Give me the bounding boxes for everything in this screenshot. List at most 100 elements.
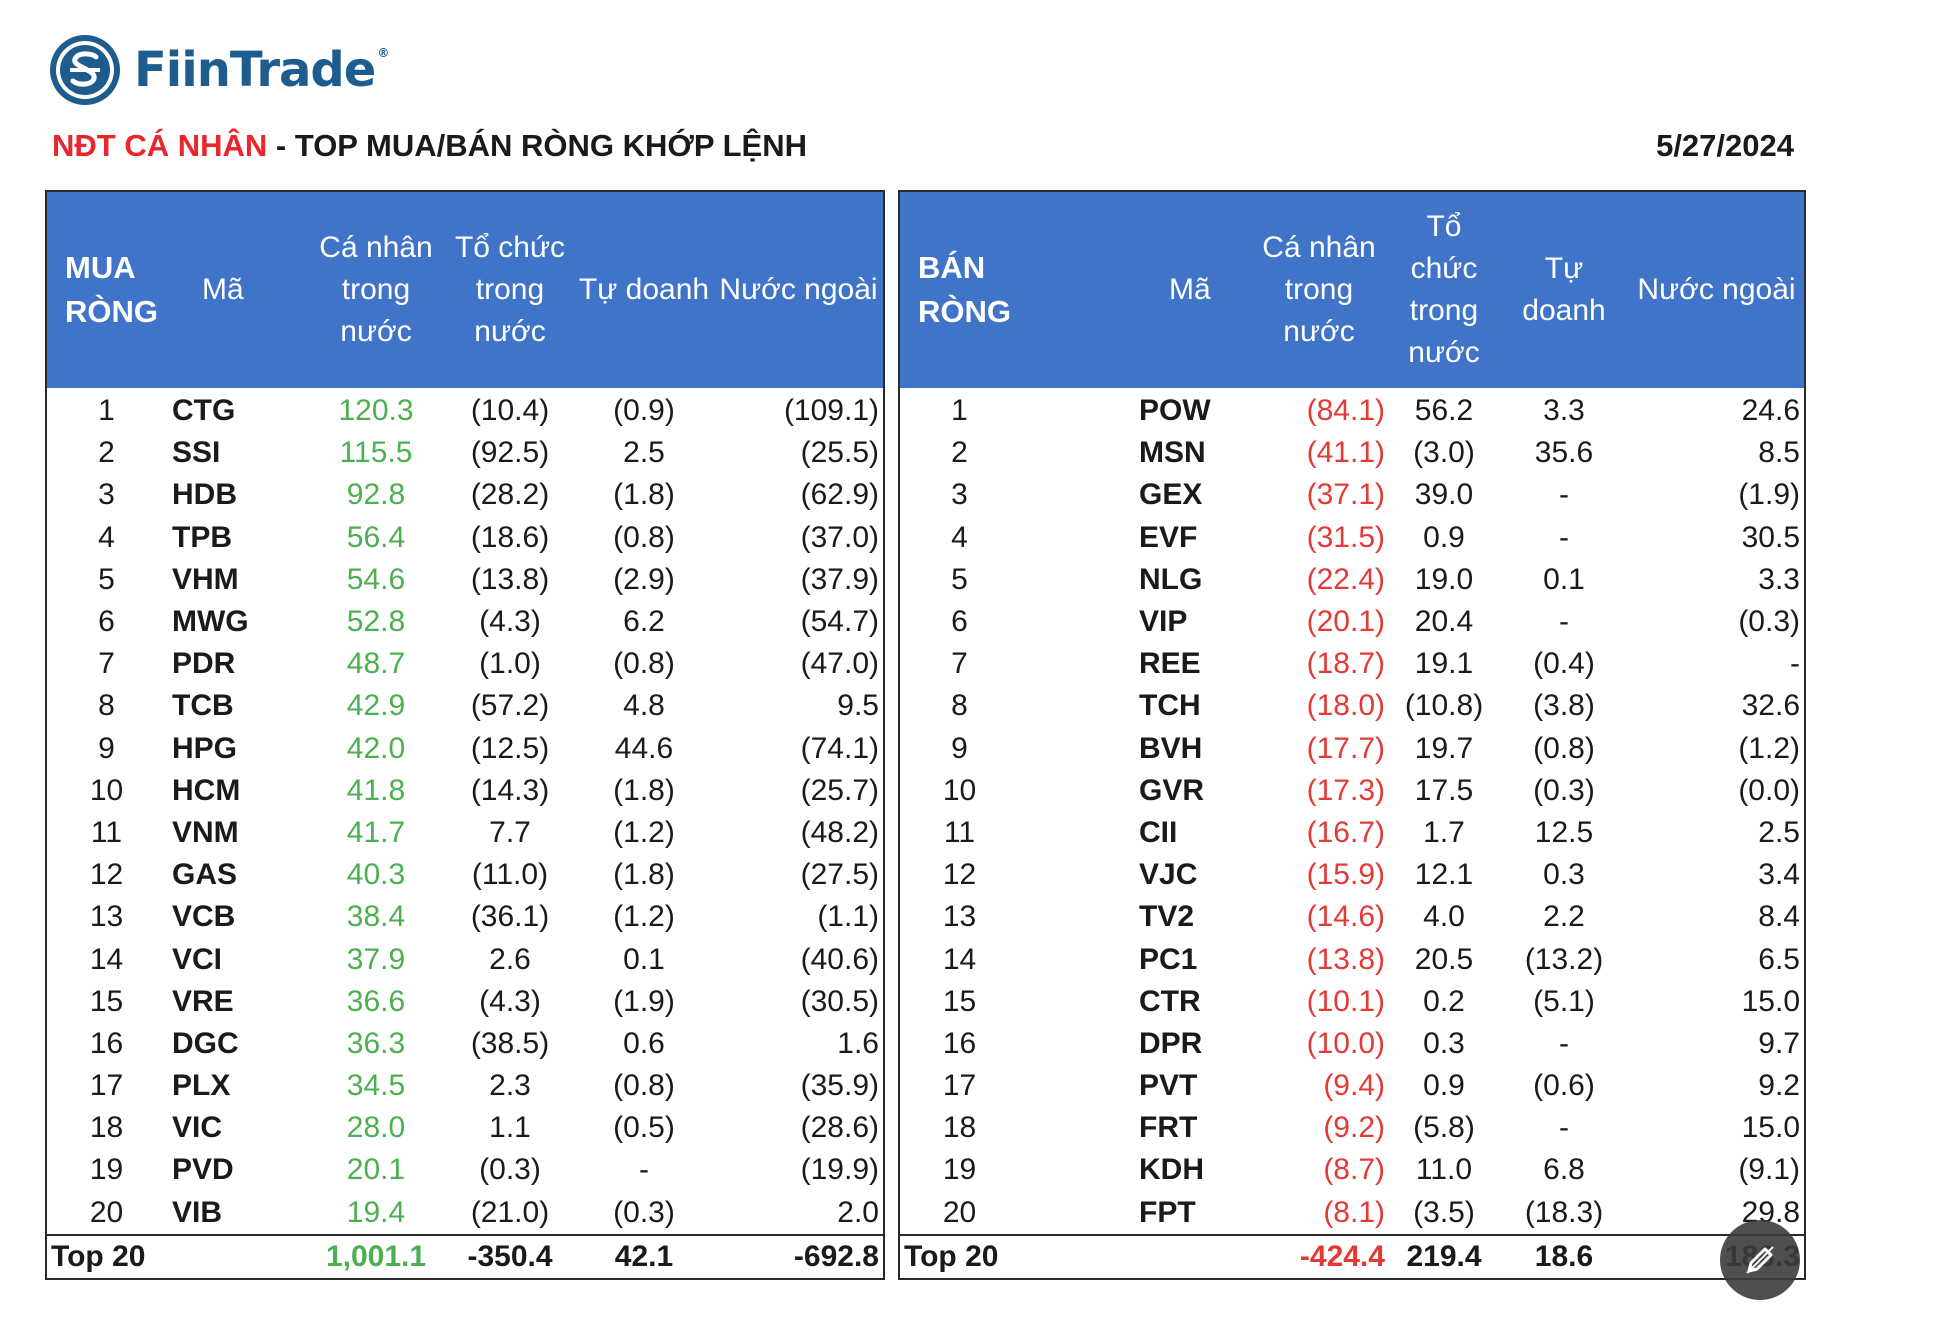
individual-cell: 40.3	[346, 858, 406, 892]
foreign-cell: 24.6	[1741, 394, 1800, 428]
institution-cell: 17.5	[1414, 773, 1474, 807]
code-cell: GAS	[172, 858, 238, 892]
individual-cell: (9.4)	[1323, 1069, 1385, 1103]
foreign-cell: (74.1)	[800, 731, 879, 765]
code-cell: FRT	[1139, 1111, 1198, 1145]
institution-cell: (0.3)	[479, 1153, 541, 1187]
proprietary-cell: -	[639, 1153, 649, 1187]
sell-table-row: 15 CTR (10.1) 0.2 (5.1) 15.0	[899, 981, 1805, 1023]
total-individual: 1,001.1	[306, 1233, 446, 1279]
total-institution: -350.4	[446, 1233, 574, 1279]
code-cell: EVF	[1139, 520, 1198, 554]
total-foreign: -692.8	[714, 1233, 884, 1279]
proprietary-cell: (0.3)	[613, 1195, 675, 1229]
foreign-cell: 3.3	[1758, 562, 1800, 596]
proprietary-cell: -	[1559, 478, 1569, 512]
sell-table-row: 3 GEX (37.1) 39.0 - (1.9)	[899, 474, 1805, 516]
foreign-cell: 8.5	[1758, 436, 1800, 470]
rank-cell: 10	[89, 773, 124, 807]
proprietary-cell: 2.2	[1543, 900, 1585, 934]
sell-col-proprietary: Tự doanh	[1499, 191, 1629, 388]
proprietary-cell: 0.3	[1543, 858, 1585, 892]
fiintrade-logo-icon	[50, 35, 120, 105]
individual-cell: (8.7)	[1323, 1153, 1385, 1187]
rank-cell: 9	[951, 731, 968, 765]
sell-table-row: 5 NLG (22.4) 19.0 0.1 3.3	[899, 559, 1805, 601]
proprietary-cell: 6.8	[1543, 1153, 1585, 1187]
foreign-cell: (25.7)	[800, 773, 879, 807]
proprietary-cell: (0.3)	[1533, 773, 1595, 807]
individual-cell: (20.1)	[1306, 605, 1385, 639]
rank-cell: 12	[942, 858, 977, 892]
buy-table-row: 17 PLX 34.5 2.3 (0.8) (35.9)	[46, 1065, 884, 1107]
institution-cell: (4.3)	[479, 605, 541, 639]
code-cell: VIP	[1139, 605, 1188, 639]
individual-cell: (13.8)	[1306, 942, 1385, 976]
code-cell: MSN	[1139, 436, 1206, 470]
rank-cell: 5	[98, 562, 115, 596]
rank-cell: 14	[942, 942, 977, 976]
proprietary-cell: (18.3)	[1524, 1195, 1604, 1229]
rank-cell: 7	[98, 647, 115, 681]
code-cell: VHM	[172, 562, 239, 596]
code-cell: POW	[1139, 394, 1211, 428]
code-cell: FPT	[1139, 1195, 1196, 1229]
foreign-cell: 6.5	[1758, 942, 1800, 976]
institution-cell: 20.5	[1414, 942, 1474, 976]
institution-cell: (4.3)	[479, 984, 541, 1018]
foreign-cell: 9.7	[1758, 1026, 1800, 1060]
rank-cell: 15	[942, 984, 977, 1018]
individual-cell: 54.6	[346, 562, 406, 596]
foreign-cell: (48.2)	[800, 815, 879, 849]
buy-table-row: 8 TCB 42.9 (57.2) 4.8 9.5	[46, 685, 884, 727]
institution-cell: (14.3)	[470, 773, 550, 807]
rank-cell: 4	[951, 520, 968, 554]
institution-cell: 20.4	[1414, 605, 1474, 639]
rank-cell: 13	[942, 900, 977, 934]
proprietary-cell: -	[1559, 1026, 1569, 1060]
rank-cell: 17	[942, 1069, 977, 1103]
buy-table-row: 1 CTG 120.3 (10.4) (0.9) (109.1)	[46, 388, 884, 432]
foreign-cell: (9.1)	[1738, 1153, 1800, 1187]
individual-cell: (17.3)	[1306, 773, 1385, 807]
edit-button[interactable]	[1720, 1220, 1800, 1300]
rank-cell: 4	[98, 520, 115, 554]
foreign-cell: 15.0	[1741, 1111, 1800, 1145]
foreign-cell: (35.9)	[800, 1069, 879, 1103]
individual-cell: (84.1)	[1306, 394, 1385, 428]
buy-table-row: 10 HCM 41.8 (14.3) (1.8) (25.7)	[46, 770, 884, 812]
rank-cell: 2	[951, 436, 968, 470]
individual-cell: (8.1)	[1323, 1195, 1385, 1229]
sell-table-row: 12 VJC (15.9) 12.1 0.3 3.4	[899, 854, 1805, 896]
institution-cell: (18.6)	[470, 520, 550, 554]
code-cell: HDB	[172, 478, 237, 512]
rank-cell: 11	[90, 815, 123, 849]
code-cell: DGC	[172, 1026, 239, 1060]
institution-cell: 11.0	[1415, 1153, 1473, 1187]
total-proprietary: 18.6	[1499, 1233, 1629, 1279]
buy-table-row: 14 VCI 37.9 2.6 0.1 (40.6)	[46, 938, 884, 980]
proprietary-cell: (5.1)	[1533, 984, 1595, 1018]
foreign-cell: 32.6	[1741, 689, 1800, 723]
sell-col-foreign: Nước ngoài	[1629, 191, 1805, 388]
buy-table-row: 20 VIB 19.4 (21.0) (0.3) 2.0	[46, 1192, 884, 1235]
code-cell: REE	[1139, 647, 1201, 681]
total-institution: 219.4	[1389, 1233, 1499, 1279]
sell-table-row: 6 VIP (20.1) 20.4 - (0.3)	[899, 601, 1805, 643]
individual-cell: (18.7)	[1306, 647, 1385, 681]
individual-cell: 38.4	[346, 900, 406, 934]
foreign-cell: (25.5)	[800, 436, 879, 470]
institution-cell: (10.4)	[470, 394, 550, 428]
foreign-cell: 1.6	[837, 1026, 879, 1060]
foreign-cell: (27.5)	[800, 858, 879, 892]
code-cell: MWG	[172, 605, 249, 639]
institution-cell: 12.1	[1414, 858, 1474, 892]
individual-cell: (14.6)	[1306, 900, 1385, 934]
buy-side-header: MUA RÒNG	[46, 191, 166, 388]
buy-table: MUA RÒNG Mã Cá nhân trong nước Tổ chức tr…	[45, 190, 885, 1280]
buy-body: 1 CTG 120.3 (10.4) (0.9) (109.1) 2 SSI 115.5 (92.…	[46, 388, 884, 1279]
rank-cell: 2	[98, 436, 115, 470]
individual-cell: (10.0)	[1306, 1026, 1385, 1060]
institution-cell: 1.7	[1423, 815, 1465, 849]
sell-table-row: 1 POW (84.1) 56.2 3.3 24.6	[899, 388, 1805, 432]
